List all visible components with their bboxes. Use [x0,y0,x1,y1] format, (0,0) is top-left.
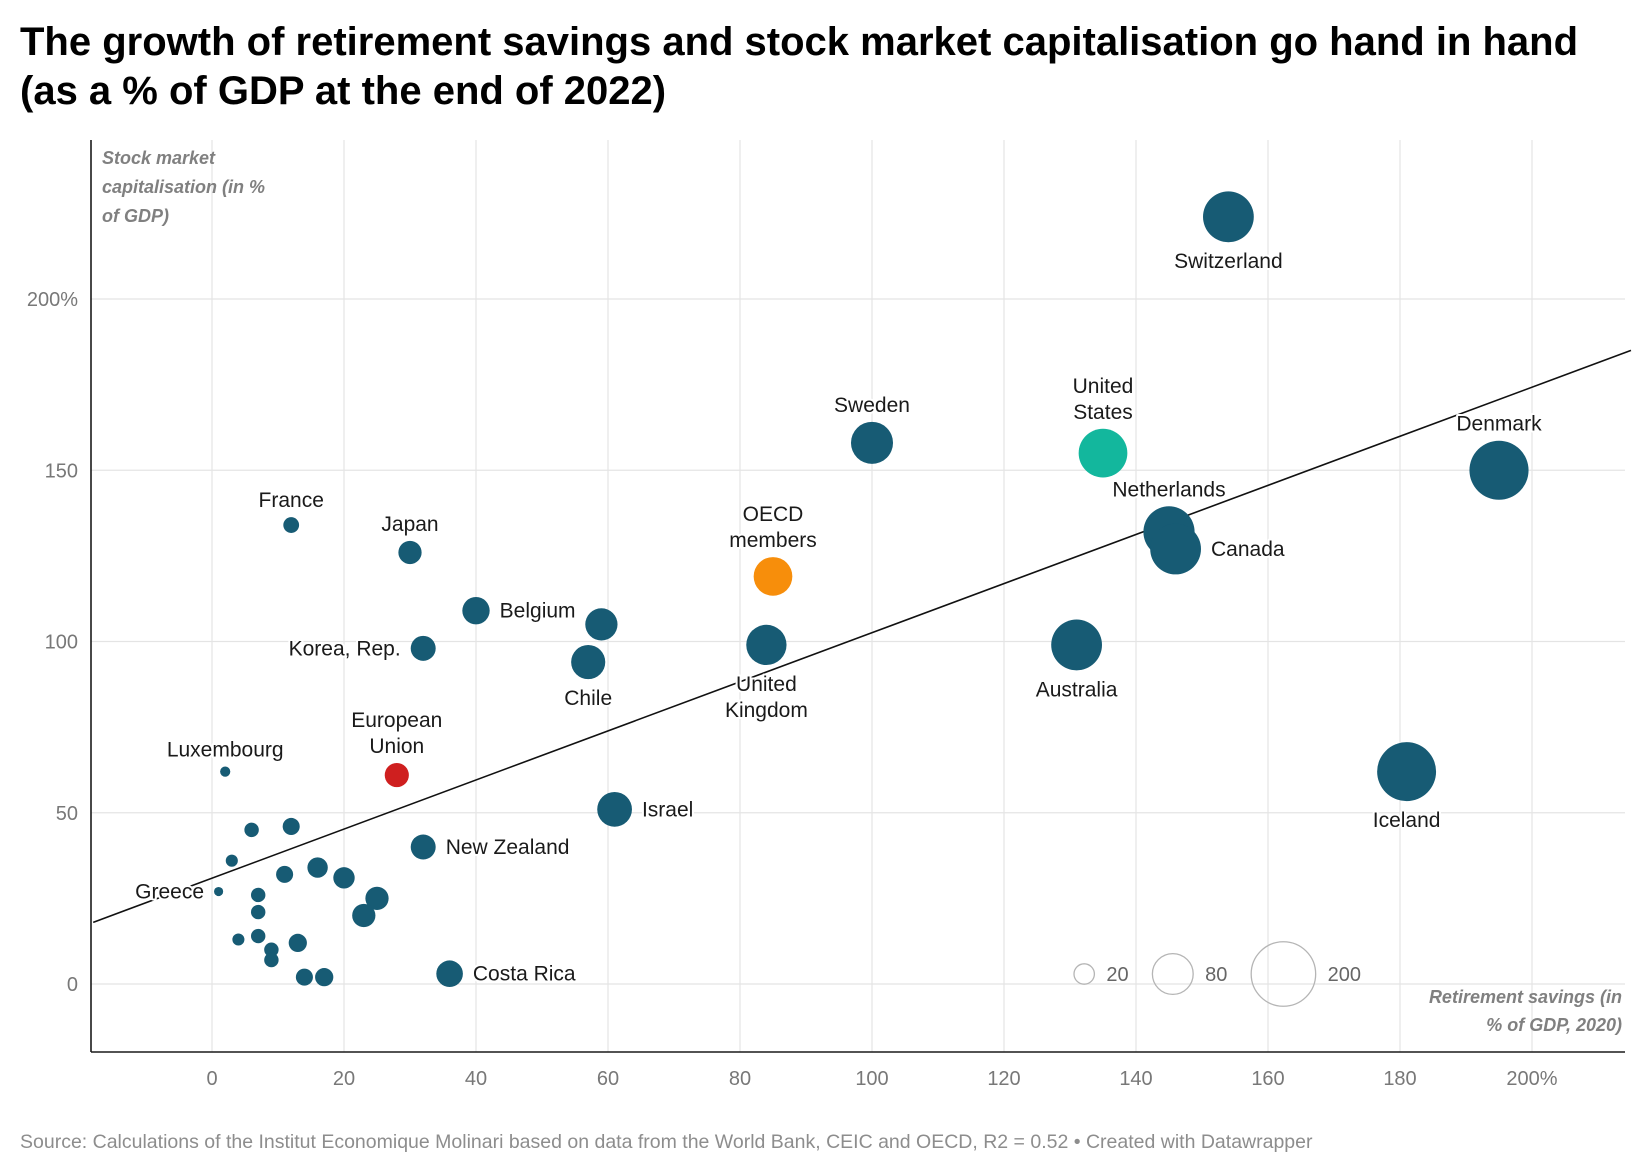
size-legend-label: 200 [1328,964,1361,986]
bubble [307,857,328,878]
point-label: Costa Rica [473,963,576,986]
point-label: Netherlands [1112,478,1225,501]
bubbles [214,191,1529,988]
bubble [315,968,334,987]
y-tick-label: 0 [67,974,78,996]
bubble [352,903,376,928]
trendline-layer [92,349,1632,924]
x-tick-label: 180 [1383,1068,1416,1090]
source-note: Source: Calculations of the Institut Eco… [20,1131,1313,1153]
bubble [1377,742,1437,802]
x-tick-label: 200% [1506,1068,1557,1090]
point-label: OECD members [729,503,817,552]
point-label: Japan [381,513,438,536]
x-tick-label: 120 [987,1068,1020,1090]
point-label: France [259,489,324,512]
x-tick-label: 20 [333,1068,355,1090]
point-label: Denmark [1456,413,1542,436]
point-label: Australia [1036,678,1118,701]
bubble [244,822,259,838]
x-tick-label: 60 [597,1068,619,1090]
bubble [250,904,266,920]
bubble [384,763,409,788]
bubble [214,886,224,897]
y-tick-label: 150 [45,460,78,482]
y-tick-label: 200% [27,289,78,311]
point-label: Chile [564,687,612,710]
bubble [232,933,245,946]
point-label: Luxembourg [167,739,284,762]
bubble [410,834,436,860]
bubble [225,854,238,867]
x-tick-label: 140 [1119,1068,1152,1090]
bubble [295,968,313,986]
y-tick-label: 100 [45,632,78,654]
point-label: New Zealand [446,836,570,859]
bubble [746,624,787,666]
bubble [333,867,355,889]
size-legend-label: 80 [1205,964,1227,986]
bubble [365,886,389,911]
point-label: European Union [351,709,442,758]
bubble [220,766,231,777]
point-label: Switzerland [1174,250,1283,273]
x-tick-label: 160 [1251,1068,1284,1090]
x-tick-label: 40 [465,1068,487,1090]
point-label: United Kingdom [725,673,808,722]
size-legend-label: 20 [1106,964,1128,986]
bubble [288,933,307,953]
bubble [410,635,436,661]
bubble [398,540,422,565]
size-legend-circle [1250,941,1317,1007]
bubble [1051,619,1102,671]
bubble [1203,191,1254,243]
point-label: Iceland [1373,809,1441,832]
gridlines [91,140,1625,1052]
x-tick-label: 100 [855,1068,888,1090]
bubble [264,952,279,968]
bubble [282,817,300,835]
bubble [462,596,490,625]
bubble [1469,440,1529,500]
bubble [571,644,606,680]
bubble [436,960,463,988]
size-legend: 20 80 200 [1073,941,1361,1007]
size-legend-circle [1073,963,1096,985]
bubble [250,887,266,903]
bubble [250,928,266,944]
x-tick-label: 0 [206,1068,217,1090]
point-label: Canada [1211,538,1285,561]
trendline [92,349,1632,924]
bubble [753,557,793,596]
point-label: Israel [642,798,693,821]
x-axis-title: Retirement savings (in% of GDP, 2020) [1429,987,1622,1035]
bubble [1150,523,1201,575]
bubble [597,791,632,827]
x-tick-label: 80 [729,1068,751,1090]
bubble [1078,428,1128,478]
point-label: Belgium [500,600,576,623]
bubble [585,608,618,641]
point-label: Korea, Rep. [289,637,401,660]
chart-title: The growth of retirement savings and sto… [20,20,1579,113]
point-label: Sweden [834,394,910,417]
axes: 0 20 40 60 80 100 120 140 160 180 200% 0 50 100 150 200… [27,140,1625,1090]
y-axis-title: Stock market capitalisation (in % of GDP) [102,148,265,226]
y-tick-label: 50 [56,803,78,825]
bubble [276,865,294,883]
size-legend-circle [1151,952,1194,996]
bubble [283,517,300,533]
point-label: Greece [135,881,204,904]
point-labels: Switzerland Sweden United States Denmark Neth… [133,248,1544,988]
bubble [850,421,894,464]
point-label: United States [1073,375,1134,424]
bubble [264,942,279,957]
